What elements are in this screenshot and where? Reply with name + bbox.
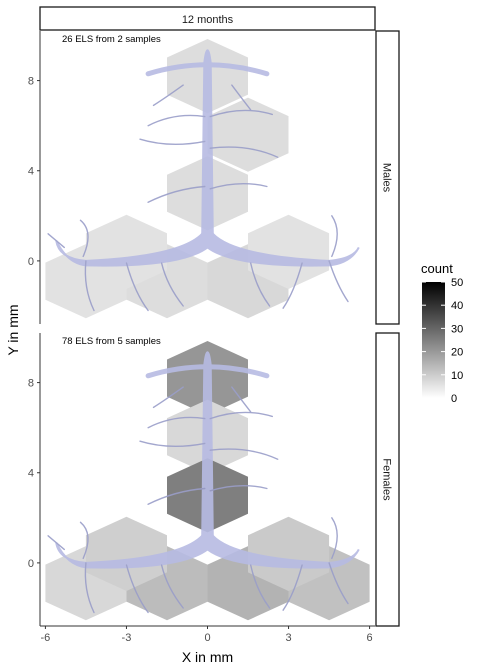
hex-bin [85, 516, 167, 591]
y-tick-label: 0 [28, 558, 34, 570]
y-tick-label: 8 [28, 76, 34, 88]
overlay-branch [84, 562, 95, 614]
overlay-branch [160, 262, 184, 307]
overlay-branch [250, 262, 271, 307]
row-strip-label: Males [381, 163, 393, 193]
x-tick-label: 3 [285, 632, 291, 644]
overlay-branch [160, 564, 184, 609]
overlay-branch [209, 146, 279, 158]
x-axis: -6 -3 0 3 6 [40, 625, 375, 644]
overlay-branch [125, 262, 149, 312]
legend-tick-label: 10 [451, 370, 463, 382]
overlay-branch [147, 185, 206, 203]
overlay-branch [125, 564, 149, 614]
overlay-branch [209, 182, 268, 190]
overlay-branch [331, 215, 338, 258]
y-tick-label: 4 [28, 166, 34, 178]
row-strip-box [375, 30, 400, 325]
overlay-branch [209, 484, 268, 492]
x-tick-label: -6 [41, 632, 51, 644]
anatomy-overlay [47, 49, 360, 312]
x-tick-label: -3 [122, 632, 132, 644]
column-strip-box [39, 6, 376, 31]
overlay-branch [147, 114, 206, 127]
hex-bin [85, 214, 167, 289]
overlay-base-arms [55, 534, 360, 569]
panel-annotation: 78 ELS from 5 samples [62, 336, 161, 347]
panel-annotation: 26 ELS from 2 samples [62, 34, 161, 45]
anatomy-overlay [47, 351, 360, 614]
overlay-branch [152, 386, 184, 409]
overlay-branch [79, 521, 89, 560]
facet-panels: 26 ELS from 2 samples 0 4 8 Males 78 ELS from… [28, 30, 400, 627]
overlay-branch [79, 219, 89, 258]
overlay-branch [250, 564, 271, 609]
overlay-branch [47, 233, 65, 249]
overlay-trunk [201, 49, 214, 244]
row-strip-label: Females [381, 458, 393, 501]
x-tick-label: 6 [367, 632, 373, 644]
y-axis-title: Y in mm [5, 304, 21, 355]
overlay-trunk [201, 351, 214, 546]
row-strip-box [375, 332, 400, 627]
y-tick-label: 8 [28, 378, 34, 390]
overlay-upper-crossbar [145, 62, 270, 77]
overlay-branch [139, 440, 206, 448]
count-legend: count 0 10 20 30 40 50 [421, 261, 463, 405]
x-axis-title: X in mm [182, 649, 233, 665]
overlay-branch [147, 487, 206, 505]
overlay-base-arms [55, 232, 360, 267]
y-tick-label: 0 [28, 256, 34, 268]
legend-colorbar [422, 282, 445, 398]
overlay-branch [331, 517, 338, 560]
overlay-branch [152, 84, 184, 107]
overlay-branch [139, 138, 206, 146]
x-tick-label: 0 [204, 632, 210, 644]
overlay-branch [328, 260, 349, 303]
overlay-branch [231, 386, 252, 413]
overlay-branch [209, 411, 273, 420]
y-tick-label: 4 [28, 468, 34, 480]
overlay-branch [147, 416, 206, 429]
overlay-branch [231, 84, 252, 111]
overlay-branch [47, 535, 65, 551]
overlay-branch [282, 564, 303, 611]
overlay-upper-crossbar [145, 364, 270, 379]
overlay-branch [84, 260, 95, 312]
legend-tick-label: 20 [451, 347, 463, 359]
legend-tick-label: 40 [451, 300, 463, 312]
legend-tick-label: 0 [451, 393, 457, 405]
column-strip-label: 12 months [182, 14, 234, 26]
overlay-branch [282, 262, 303, 309]
hex-bin [248, 516, 330, 591]
overlay-branch [209, 448, 279, 460]
panel-males: 26 ELS from 2 samples 0 4 8 Males [28, 30, 400, 325]
legend-title: count [421, 261, 453, 276]
overlay-branch [209, 109, 273, 118]
legend-tick-label: 50 [451, 277, 463, 289]
panel-females: 78 ELS from 5 samples 0 4 8 Females [28, 332, 400, 627]
overlay-branch [328, 562, 349, 605]
hex-bin [248, 214, 330, 289]
legend-tick-label: 30 [451, 323, 463, 335]
